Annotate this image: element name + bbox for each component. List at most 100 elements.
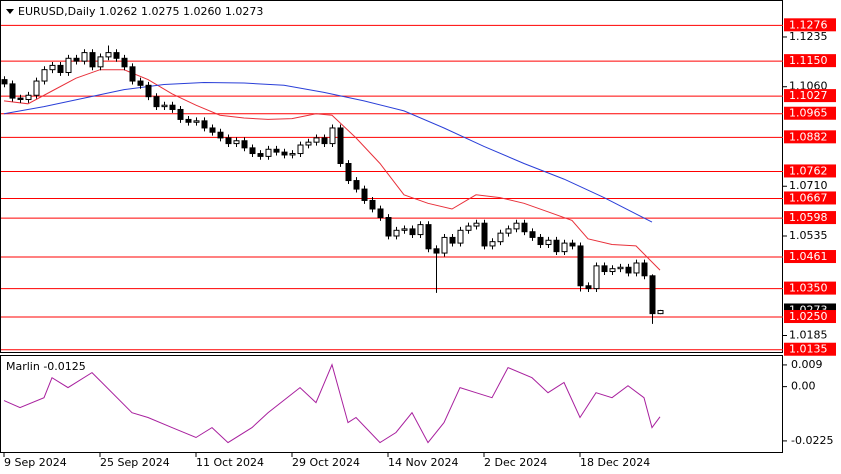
level-label-box <box>784 54 836 68</box>
candle-body <box>633 262 640 274</box>
y-tick-label: 1.0710 <box>789 179 828 192</box>
menu-arrow <box>6 9 14 14</box>
candle-body <box>425 224 432 250</box>
level-label: 1.1276 <box>789 18 828 31</box>
candle-body <box>153 96 160 108</box>
marks: 1.12351.10601.07101.05351.01850.0090.00-… <box>1 18 836 469</box>
candle-body <box>401 228 408 231</box>
level-label: 1.0762 <box>789 164 828 177</box>
candle-body <box>497 232 504 243</box>
candle-body <box>457 229 464 244</box>
candle-body <box>41 69 48 82</box>
candle-body <box>481 222 488 247</box>
candle-body <box>473 222 480 227</box>
candle-body <box>329 127 336 145</box>
level-label: 1.1027 <box>789 89 828 102</box>
level-label: 1.0882 <box>789 130 828 143</box>
x-tick-label: 2 Dec 2024 <box>484 456 547 469</box>
candle-body <box>217 131 224 139</box>
x-tick-label: 14 Nov 2024 <box>388 456 458 469</box>
level-label-box <box>784 211 836 225</box>
candle-body <box>657 309 664 315</box>
candle-body <box>577 245 584 287</box>
candle-body <box>201 120 208 129</box>
candle-body <box>33 80 40 96</box>
level-label-box <box>784 18 836 32</box>
y-tick-label: 1.0535 <box>789 229 828 242</box>
candle-body <box>81 52 88 62</box>
candle-body <box>361 188 368 201</box>
y-tick-label: -0.0225 <box>791 434 833 447</box>
level-label-box <box>784 250 836 264</box>
candle-body <box>601 265 608 273</box>
candle-body <box>641 262 648 277</box>
candle-body <box>377 208 384 219</box>
candle-body <box>97 56 104 68</box>
candle-body <box>289 153 296 156</box>
level-label-box <box>784 281 836 295</box>
candle-body <box>433 248 440 254</box>
candle-body <box>121 57 128 68</box>
level-label: 1.1150 <box>789 54 828 67</box>
candle-body <box>17 97 24 101</box>
candle-body <box>617 266 624 270</box>
level-label: 1.0965 <box>789 107 828 120</box>
candle-body <box>225 137 232 145</box>
candle-body <box>57 64 64 74</box>
y-tick-label: 0.009 <box>791 358 823 371</box>
candle-body <box>393 229 400 237</box>
candle-body <box>105 52 112 58</box>
x-tick-label: 18 Dec 2024 <box>580 456 650 469</box>
candle-body <box>49 64 56 71</box>
level-label: 1.0135 <box>789 343 828 356</box>
candle-body <box>449 236 456 244</box>
candle-body <box>281 151 288 156</box>
indicator-pane <box>0 355 783 453</box>
candle-body <box>161 104 168 108</box>
candle-body <box>241 140 248 149</box>
candle-body <box>249 147 256 155</box>
level-label-box <box>784 310 836 324</box>
candle-body <box>417 224 424 236</box>
candle-body <box>265 148 272 157</box>
candle-body <box>625 266 632 274</box>
candle-body <box>113 52 120 59</box>
candle-body <box>337 127 344 164</box>
candle-body <box>489 241 496 247</box>
y-tick-label: 1.0185 <box>789 329 828 342</box>
candle-body <box>553 239 560 253</box>
candle-body <box>649 275 656 315</box>
candle-body <box>513 222 520 230</box>
candle-body <box>441 236 448 254</box>
indicator-title: Marlin -0.0125 <box>6 360 86 373</box>
y-tick-label: 1.1235 <box>789 30 828 43</box>
moving-average <box>3 81 653 223</box>
moving-average <box>3 69 661 271</box>
candle-body <box>233 140 240 145</box>
candle-body <box>353 180 360 190</box>
candle-body <box>505 228 512 234</box>
candle-body <box>145 84 152 98</box>
level-label: 1.0598 <box>789 211 828 224</box>
indicator-line <box>3 363 661 444</box>
chart-title: EURUSD,Daily 1.0262 1.0275 1.0260 1.0273 <box>18 5 263 18</box>
candle-body <box>185 118 192 123</box>
candle-body <box>209 127 216 133</box>
candle-body <box>545 239 552 246</box>
y-tick-label: 0.00 <box>791 380 816 393</box>
candle-body <box>321 137 328 145</box>
candle-body <box>25 94 32 101</box>
level-label: 1.0250 <box>789 310 828 323</box>
candle-body <box>609 268 616 273</box>
candle-body <box>465 225 472 231</box>
candle-body <box>193 120 200 123</box>
candle-body <box>385 217 392 237</box>
candle-body <box>529 231 536 238</box>
candle-body <box>9 83 16 99</box>
candle-body <box>369 199 376 210</box>
level-label-box <box>784 342 836 356</box>
level-label-box <box>784 130 836 144</box>
level-label-box <box>784 89 836 103</box>
level-label-box <box>784 164 836 178</box>
